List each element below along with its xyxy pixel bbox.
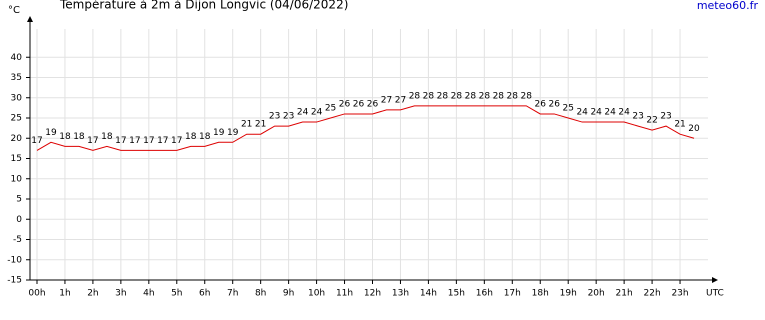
- data-label: 18: [101, 132, 113, 142]
- x-tick-label: 14h: [420, 289, 437, 299]
- line: [36, 105, 695, 151]
- x-tick-label: 8h: [255, 289, 266, 299]
- x-tick-label: 3h: [115, 289, 126, 299]
- data-label: 19: [227, 128, 239, 138]
- x-tick-label: 21h: [616, 289, 633, 299]
- data-label: 28: [521, 91, 533, 101]
- data-label: 19: [45, 128, 57, 138]
- data-label: 24: [297, 108, 309, 118]
- data-label: 21: [255, 120, 266, 130]
- x-tick-label: 23h: [671, 289, 688, 299]
- x-tick-label: 00h: [28, 289, 45, 299]
- data-label: 27: [381, 95, 392, 105]
- data-label: 19: [213, 128, 225, 138]
- data-label: 18: [73, 132, 85, 142]
- data-label: 24: [604, 108, 616, 118]
- y-tick-label: -10: [7, 255, 22, 265]
- data-label: 17: [157, 136, 168, 146]
- data-label: 26: [353, 99, 365, 109]
- y-tick-label: 5: [16, 195, 22, 205]
- x-tick-label: 5h: [171, 289, 182, 299]
- data-label: 28: [465, 91, 477, 101]
- x-tick-label: 15h: [448, 289, 465, 299]
- y-tick-label: -5: [13, 235, 22, 245]
- data-label: 28: [451, 91, 463, 101]
- data-label: 28: [493, 91, 505, 101]
- data-label: 20: [688, 124, 700, 134]
- x-tick-label: 4h: [143, 289, 154, 299]
- data-label: 17: [129, 136, 140, 146]
- data-label: 24: [576, 108, 588, 118]
- y-tick-label: 30: [11, 93, 23, 103]
- y-tick-label: 10: [11, 174, 23, 184]
- y-axis-label: °C: [8, 5, 20, 16]
- data-label: 26: [535, 99, 547, 109]
- data-label: 23: [660, 112, 671, 122]
- chart-title: Température à 2m à Dijon Longvic (04/06/…: [59, 0, 348, 12]
- data-label: 28: [479, 91, 491, 101]
- x-tick-label: 10h: [308, 289, 325, 299]
- data-label: 24: [618, 108, 630, 118]
- data-label: 27: [395, 95, 406, 105]
- data-label: 25: [325, 104, 336, 114]
- x-tick-label: 9h: [283, 289, 294, 299]
- y-tick-label: 35: [11, 73, 22, 83]
- y-tick-label: 40: [11, 53, 23, 63]
- y-axis-arrow: [27, 16, 33, 22]
- data-label: 26: [339, 99, 351, 109]
- x-tick-label: 22h: [644, 289, 661, 299]
- data-label: 18: [185, 132, 197, 142]
- data-label: 17: [115, 136, 126, 146]
- y-tick-label: 0: [16, 215, 22, 225]
- x-tick-label: 2h: [87, 289, 98, 299]
- data-label: 17: [171, 136, 182, 146]
- data-label: 24: [311, 108, 323, 118]
- data-label: 28: [507, 91, 519, 101]
- data-label: 17: [87, 136, 98, 146]
- data-label: 17: [31, 136, 42, 146]
- x-tick-label: 18h: [532, 289, 549, 299]
- x-tick-label: 6h: [199, 289, 210, 299]
- data-label: 23: [269, 112, 280, 122]
- data-label: 28: [423, 91, 435, 101]
- x-tick-label: 20h: [588, 289, 605, 299]
- source-link[interactable]: meteo60.fr: [697, 0, 759, 12]
- y-tick-label: 15: [11, 154, 22, 164]
- x-tick-label: 1h: [59, 289, 70, 299]
- x-tick-label: 13h: [392, 289, 409, 299]
- data-label: 26: [549, 99, 561, 109]
- x-tick-label: 19h: [560, 289, 577, 299]
- data-label: 23: [283, 112, 294, 122]
- x-tick-label: 11h: [336, 289, 353, 299]
- data-label: 22: [646, 116, 657, 126]
- data-label: 18: [59, 132, 71, 142]
- data-label: 25: [562, 104, 573, 114]
- data-label: 28: [437, 91, 449, 101]
- data-label: 23: [632, 112, 643, 122]
- x-tick-label: 16h: [476, 289, 493, 299]
- data-label: 26: [367, 99, 379, 109]
- data-label: 18: [199, 132, 211, 142]
- x-tick-label: 7h: [227, 289, 238, 299]
- x-tick-label: 12h: [364, 289, 381, 299]
- x-axis-arrow: [712, 277, 718, 283]
- data-label: 28: [409, 91, 421, 101]
- data-label: 24: [590, 108, 602, 118]
- data-label: 21: [674, 120, 685, 130]
- x-axis-label: UTC: [706, 289, 724, 299]
- y-tick-label: 25: [11, 114, 22, 124]
- data-label: 21: [241, 120, 252, 130]
- y-tick-label: -15: [7, 276, 22, 286]
- y-tick-label: 20: [11, 134, 23, 144]
- x-tick-label: 17h: [504, 289, 521, 299]
- data-label: 17: [143, 136, 154, 146]
